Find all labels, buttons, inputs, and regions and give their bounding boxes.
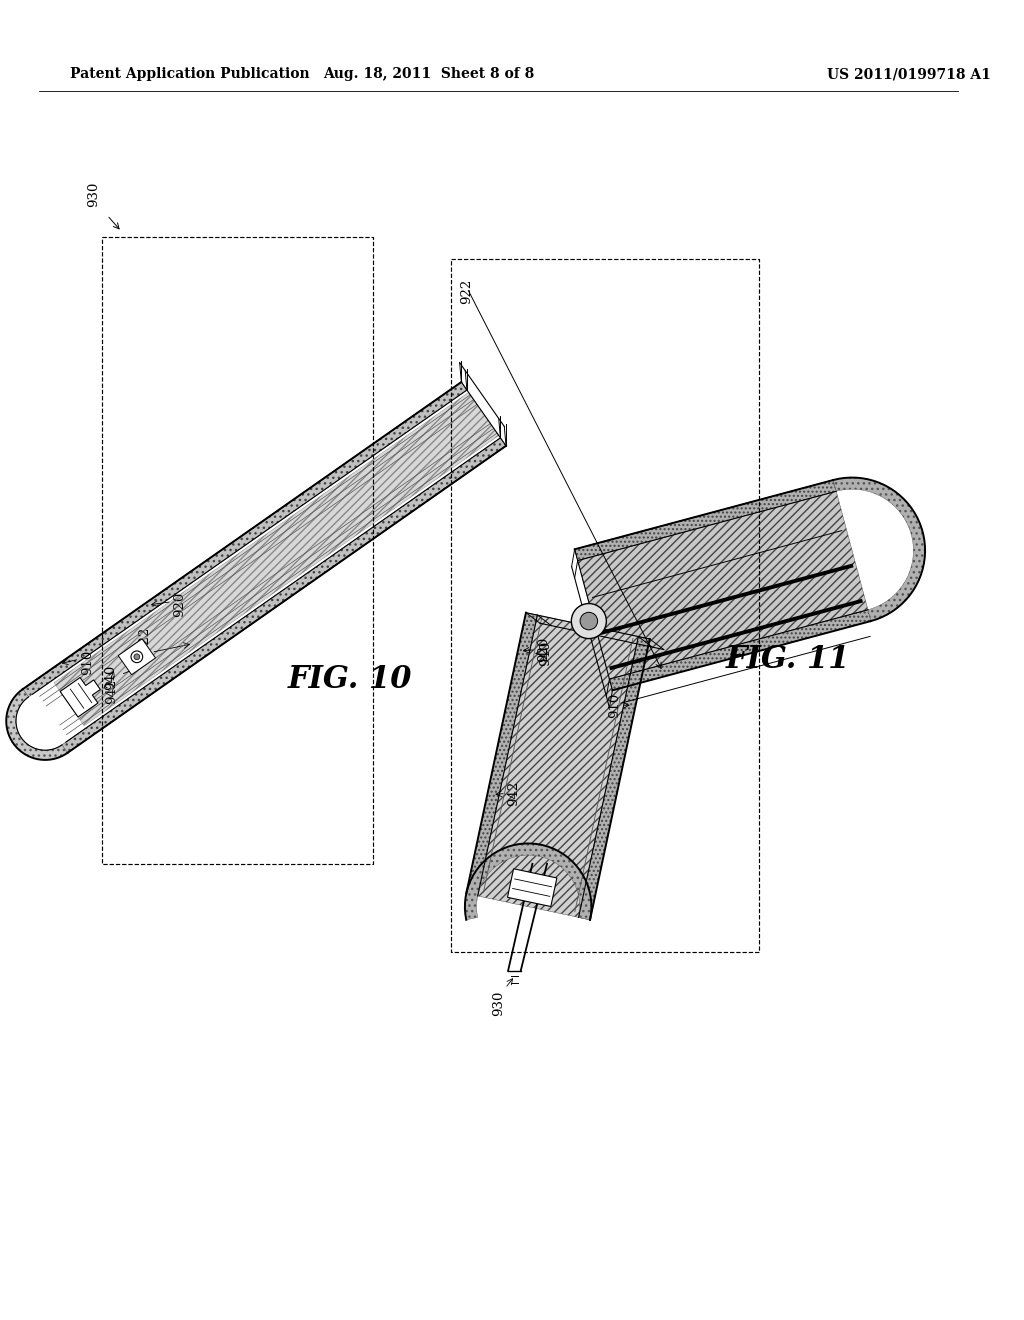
Polygon shape [61, 438, 506, 752]
Circle shape [134, 653, 139, 660]
Polygon shape [6, 689, 68, 760]
Text: Patent Application Publication: Patent Application Publication [70, 67, 309, 81]
Text: 930: 930 [87, 182, 100, 207]
Polygon shape [508, 869, 557, 907]
Text: 940: 940 [104, 665, 118, 690]
Polygon shape [574, 480, 871, 690]
Text: 940: 940 [540, 640, 552, 665]
Text: US 2011/0199718 A1: US 2011/0199718 A1 [827, 67, 991, 81]
Polygon shape [466, 612, 538, 896]
Polygon shape [834, 478, 925, 620]
Circle shape [580, 612, 598, 630]
Text: 910: 910 [608, 693, 622, 718]
Text: 920: 920 [537, 638, 550, 663]
Polygon shape [118, 639, 156, 675]
Polygon shape [574, 480, 837, 561]
Text: 910: 910 [81, 649, 93, 675]
Polygon shape [609, 610, 871, 690]
Polygon shape [465, 843, 592, 920]
Polygon shape [54, 392, 499, 726]
Circle shape [571, 603, 606, 639]
Text: 930: 930 [492, 990, 505, 1016]
Polygon shape [579, 636, 649, 920]
Text: Aug. 18, 2011  Sheet 8 of 8: Aug. 18, 2011 Sheet 8 of 8 [323, 67, 534, 81]
Polygon shape [466, 612, 649, 920]
Text: 922: 922 [461, 279, 473, 304]
Polygon shape [60, 677, 100, 717]
Text: FIG. 11: FIG. 11 [726, 644, 851, 676]
Text: FIG. 10: FIG. 10 [288, 664, 413, 694]
Polygon shape [23, 381, 467, 697]
Text: 942: 942 [105, 678, 119, 704]
Text: 922: 922 [138, 627, 152, 652]
Circle shape [131, 651, 142, 663]
Text: 942: 942 [507, 781, 520, 807]
Text: 920: 920 [173, 591, 186, 618]
